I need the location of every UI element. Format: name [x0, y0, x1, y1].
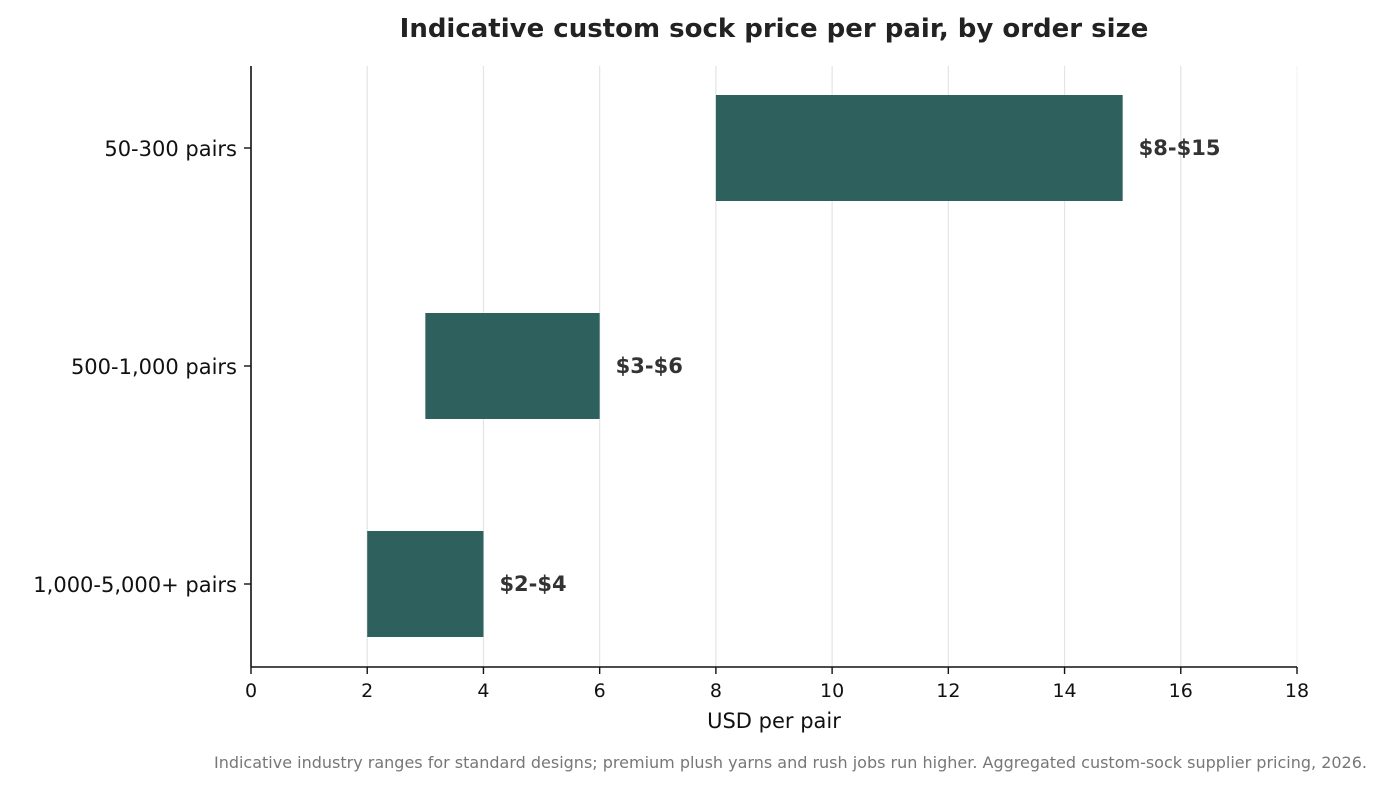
- x-tick-label-14: 14: [1052, 680, 1076, 702]
- x-tick-label-16: 16: [1169, 680, 1193, 702]
- bar-value-label-2: $2-$4: [499, 572, 566, 596]
- footnote: Indicative industry ranges for standard …: [214, 753, 1367, 772]
- x-tick-label-10: 10: [820, 680, 844, 702]
- bar-value-label-1: $3-$6: [616, 354, 683, 378]
- x-tick-label-8: 8: [710, 680, 722, 702]
- bar-2: [367, 531, 484, 637]
- x-tick-label-0: 0: [245, 680, 257, 702]
- bar-0: [715, 95, 1123, 201]
- x-tick-label-2: 2: [361, 680, 373, 702]
- axes: [244, 66, 1298, 674]
- category-label-1: 500-1,000 pairs: [71, 355, 237, 379]
- x-tick-label-4: 4: [477, 680, 489, 702]
- x-axis-title: USD per pair: [707, 709, 841, 733]
- category-label-0: 50-300 pairs: [104, 137, 237, 161]
- x-tick-label-6: 6: [594, 680, 606, 702]
- bars: [367, 95, 1123, 637]
- category-label-2: 1,000-5,000+ pairs: [33, 573, 237, 597]
- chart-title: Indicative custom sock price per pair, b…: [400, 14, 1149, 44]
- bar-value-label-0: $8-$15: [1139, 136, 1221, 160]
- bar-1: [425, 313, 600, 419]
- labels: $8-$15 $3-$6 $2-$4 0 2 4 6 8 10 12 14 16 18 50-300 pa…: [33, 136, 1309, 702]
- x-tick-label-12: 12: [936, 680, 960, 702]
- x-tick-label-18: 18: [1285, 680, 1309, 702]
